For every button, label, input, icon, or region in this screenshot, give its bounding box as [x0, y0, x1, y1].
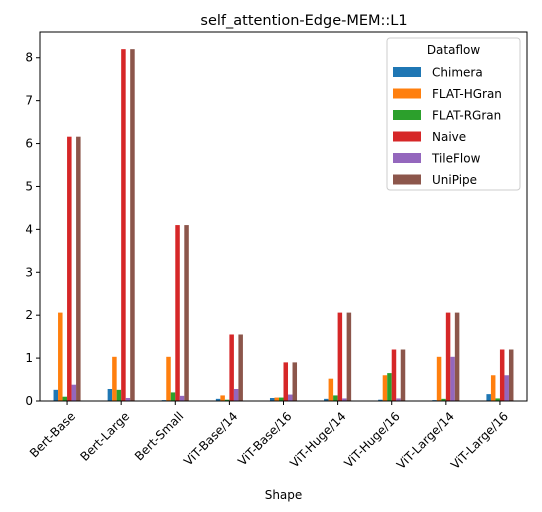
bar-tileflow-7: [450, 356, 455, 401]
y-tick-label: 6: [25, 137, 33, 151]
x-tick-label: ViT-Base/14: [181, 409, 240, 468]
bar-naive-8: [499, 349, 505, 401]
y-tick-label: 0: [25, 394, 33, 408]
y-tick-label: 2: [25, 308, 33, 322]
legend-label: TileFlow: [431, 152, 481, 166]
bar-tileflow-6: [396, 398, 401, 401]
bar-flat-hgran-8: [490, 375, 496, 401]
bar-chimera-8: [486, 394, 491, 401]
y-tick-label: 8: [25, 51, 33, 65]
x-axis-label: Shape: [265, 488, 303, 502]
x-tick-label: ViT-Huge/14: [287, 409, 348, 470]
bar-unipipe-4: [292, 362, 298, 401]
bars-layer: [53, 49, 514, 401]
bar-naive-0: [67, 136, 72, 401]
bar-unipipe-1: [130, 49, 135, 401]
bar-naive-2: [175, 225, 180, 401]
bar-unipipe-7: [454, 312, 460, 401]
legend-label: FLAT-HGran: [432, 87, 502, 101]
legend-swatch-chimera: [393, 67, 421, 77]
legend-title: Dataflow: [427, 43, 481, 57]
bar-naive-1: [121, 49, 126, 401]
bar-naive-3: [229, 334, 234, 401]
bar-tileflow-4: [288, 394, 293, 401]
bar-naive-6: [391, 349, 397, 401]
bar-naive-5: [337, 312, 343, 401]
y-axis: 0 1 2 3 4 5 6 7 8: [25, 51, 40, 408]
bar-flat-hgran-2: [166, 356, 171, 401]
x-tick-label: Bert-Large: [78, 409, 133, 464]
y-tick-label: 1: [25, 351, 33, 365]
y-tick-label: 7: [25, 94, 33, 108]
y-tick-label: 4: [25, 222, 33, 236]
bar-flat-rgran-0: [62, 396, 68, 401]
x-axis: Bert-Base Bert-Large Bert-SmallViT-Base/14…: [27, 401, 511, 472]
bar-tileflow-3: [233, 388, 239, 401]
bar-chimera-1: [107, 388, 113, 401]
legend-swatch-flat-hgran: [393, 88, 421, 99]
bar-flat-hgran-7: [436, 356, 442, 401]
legend: Dataflow Chimera FLAT-HGran FLAT-RGran Naiv…: [386, 37, 521, 191]
bar-flat-rgran-2: [170, 392, 176, 401]
x-tick-label: Bert-Small: [132, 409, 186, 463]
bar-flat-rgran-7: [441, 398, 446, 401]
bar-unipipe-2: [184, 225, 189, 401]
x-tick-label: Bert-Base: [27, 409, 78, 460]
bar-flat-hgran-1: [112, 356, 117, 401]
bar-naive-7: [445, 312, 451, 401]
bar-unipipe-6: [400, 349, 406, 401]
bar-flat-rgran-6: [387, 373, 392, 401]
bar-unipipe-8: [508, 349, 514, 401]
bar-flat-hgran-6: [382, 375, 388, 401]
legend-label: UniPipe: [432, 173, 477, 187]
bar-naive-4: [283, 362, 289, 401]
bar-tileflow-2: [179, 395, 185, 401]
chart-title: self_attention-Edge-MEM::L1: [200, 13, 407, 29]
legend-swatch-flat-rgran: [393, 110, 421, 120]
legend-swatch-naive: [393, 131, 421, 142]
bar-chimera-5: [324, 398, 329, 401]
legend-label: Naive: [432, 130, 466, 144]
legend-label: FLAT-RGran: [432, 109, 501, 123]
legend-swatch-unipipe: [393, 174, 421, 185]
legend-label: Chimera: [432, 66, 483, 80]
x-tick-label: ViT-Large/16: [448, 409, 511, 472]
y-tick-label: 5: [25, 179, 33, 193]
bar-tileflow-1: [125, 398, 131, 401]
bar-chimera-0: [53, 389, 59, 401]
bar-chimera-4: [269, 398, 275, 401]
bar-chimera-6: [378, 399, 383, 401]
bar-flat-hgran-3: [220, 395, 225, 401]
legend-swatch-tileflow: [393, 153, 421, 163]
bar-flat-rgran-4: [278, 397, 284, 401]
bar-tileflow-5: [342, 398, 347, 401]
bar-tileflow-0: [71, 384, 77, 401]
bar-flat-hgran-0: [58, 312, 63, 401]
bar-flat-rgran-1: [116, 389, 122, 401]
bar-chimera-3: [215, 398, 221, 401]
x-tick-label: ViT-Base/16: [235, 409, 294, 468]
bar-flat-rgran-5: [333, 395, 338, 401]
bar-tileflow-8: [504, 375, 509, 401]
y-tick-label: 3: [25, 265, 33, 279]
bar-flat-hgran-5: [328, 378, 334, 401]
bar-unipipe-0: [76, 136, 81, 401]
bar-flat-hgran-4: [274, 397, 279, 401]
bar-unipipe-3: [238, 334, 243, 401]
bar-flat-rgran-3: [224, 399, 230, 401]
bar-flat-rgran-8: [495, 398, 500, 401]
bar-unipipe-5: [346, 312, 352, 401]
